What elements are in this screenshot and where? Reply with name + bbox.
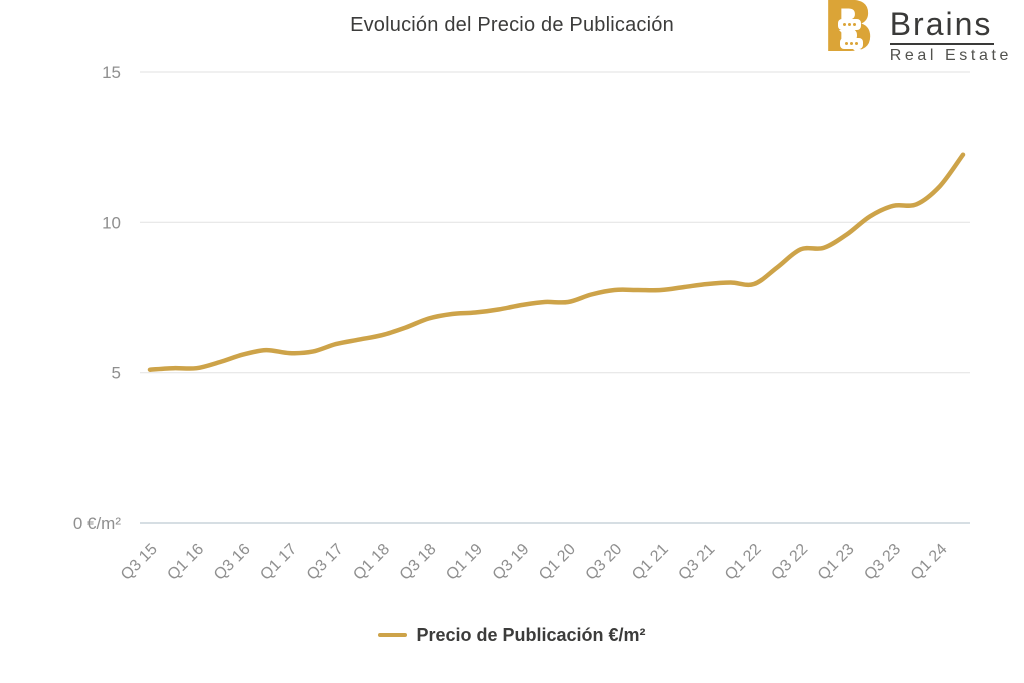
brains-logo: B Brains Real Estate xyxy=(822,0,1012,65)
x-tick-label: Q1 21 xyxy=(629,541,672,584)
y-tick-label: 15 xyxy=(102,63,121,82)
x-tick-label: Q3 16 xyxy=(211,541,254,584)
x-tick-label: Q3 15 xyxy=(118,541,161,584)
y-tick-label: 10 xyxy=(102,213,121,232)
legend-line-swatch xyxy=(378,633,408,637)
legend-item-precio[interactable]: Precio de Publicación €/m² xyxy=(378,624,646,646)
x-tick-label: Q1 19 xyxy=(443,541,486,584)
x-tick-label: Q1 20 xyxy=(536,541,579,584)
logo-subtitle: Real Estate xyxy=(889,46,1012,64)
x-tick-label: Q3 23 xyxy=(861,541,904,584)
x-tick-label: Q3 22 xyxy=(768,541,811,584)
logo-name: Brains xyxy=(889,7,995,45)
x-tick-label: Q3 17 xyxy=(304,541,347,584)
x-tick-label: Q3 19 xyxy=(490,541,533,584)
x-tick-label: Q3 20 xyxy=(583,541,626,584)
chart-title: Evolución del Precio de Publicación xyxy=(350,14,674,36)
logo-b-icon: B xyxy=(822,0,879,62)
logo-text: Brains Real Estate xyxy=(889,6,1012,65)
x-tick-label: Q1 22 xyxy=(722,541,765,584)
x-tick-label: Q3 21 xyxy=(675,541,718,584)
x-tick-label: Q1 23 xyxy=(815,541,858,584)
logo-b-letter: B xyxy=(821,0,876,68)
x-tick-label: Q1 17 xyxy=(257,541,300,584)
y-tick-label: 0 €/m² xyxy=(73,514,122,533)
x-tick-label: Q1 16 xyxy=(164,541,207,584)
legend: Precio de Publicación €/m² xyxy=(0,620,1024,650)
speech-bubble-icon xyxy=(839,38,863,53)
x-tick-label: Q3 18 xyxy=(397,541,440,584)
x-tick-label: Q1 18 xyxy=(350,541,393,584)
legend-label: Precio de Publicación €/m² xyxy=(416,624,646,645)
x-tick-label: Q1 24 xyxy=(908,541,951,584)
price-line-series[interactable] xyxy=(147,152,966,372)
y-tick-label: 5 xyxy=(112,364,121,383)
speech-bubble-icon xyxy=(837,19,861,34)
